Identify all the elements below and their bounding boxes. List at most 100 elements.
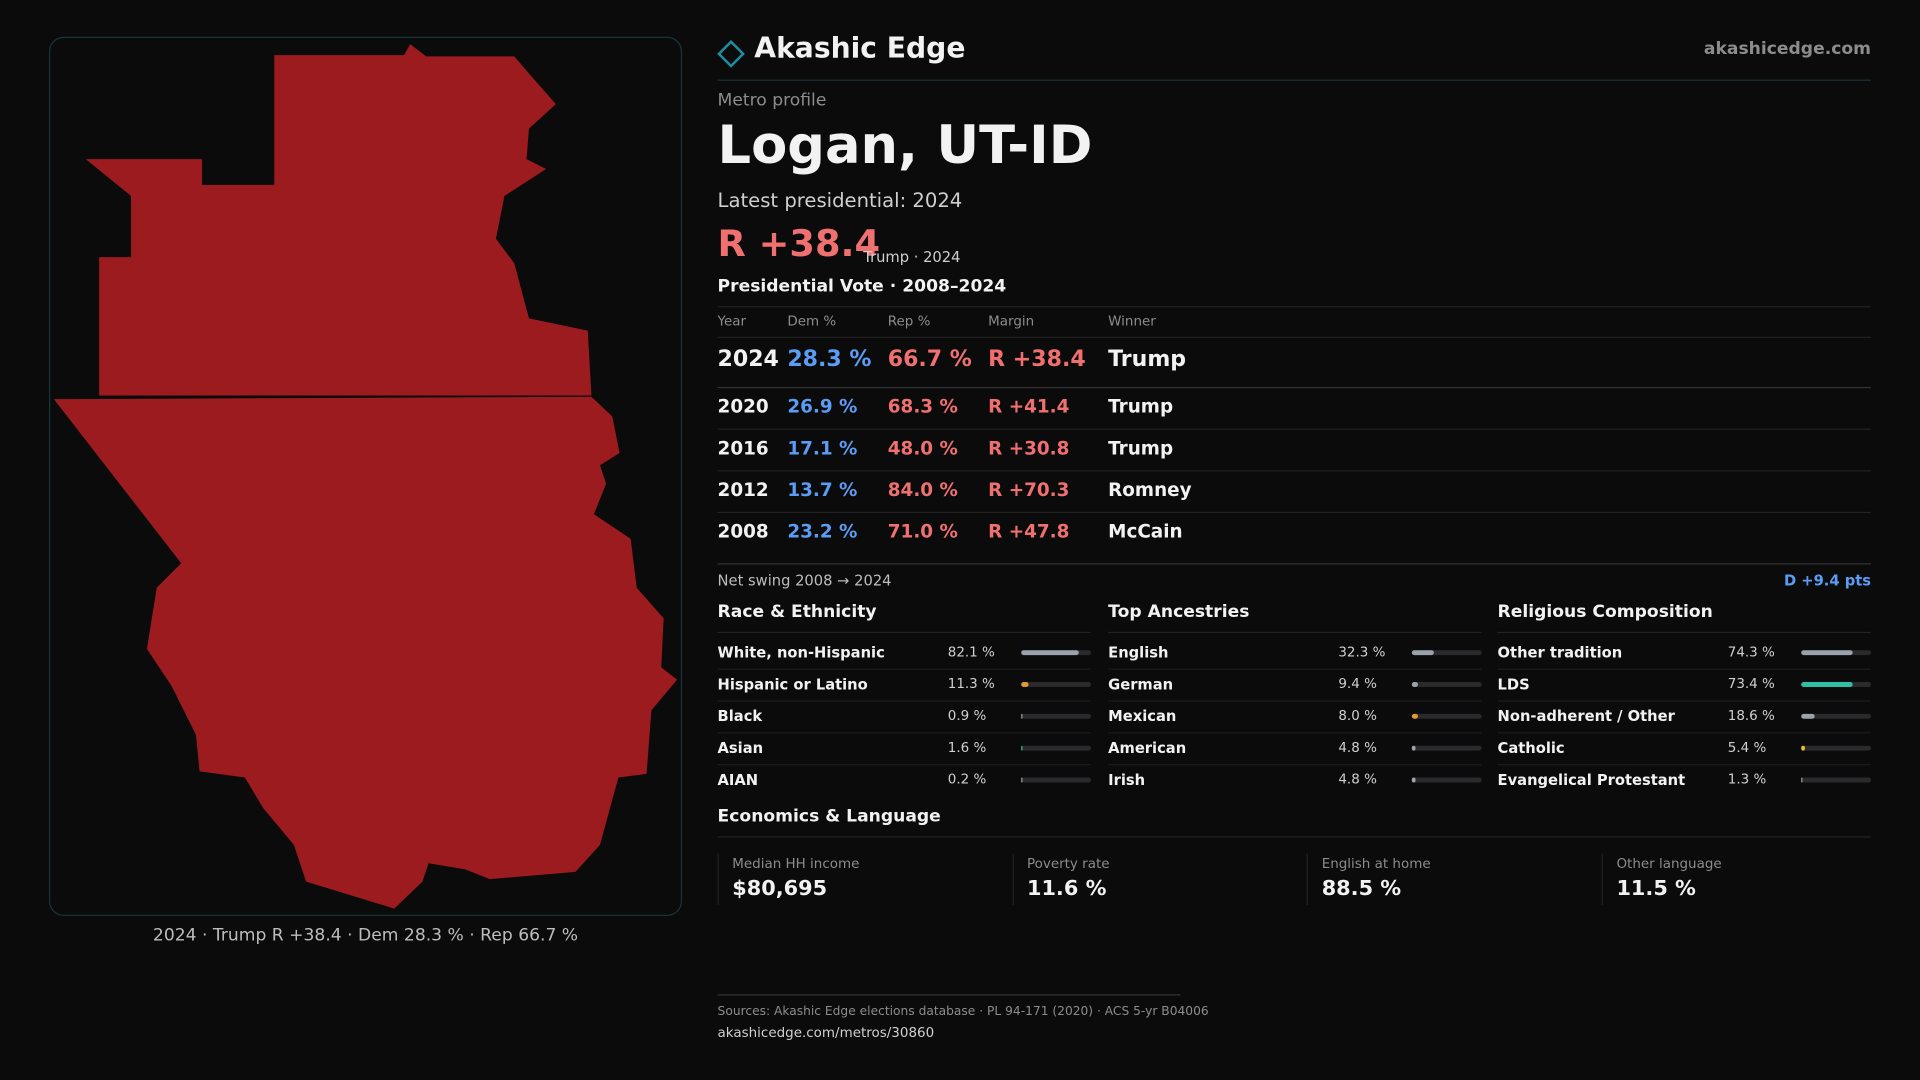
section-title: Top Ancestries: [1108, 602, 1250, 623]
bar-track: [1411, 713, 1482, 719]
table-cell: Trump: [1108, 436, 1174, 459]
card-label: Poverty rate: [1026, 855, 1110, 872]
column-header: Winner: [1108, 313, 1156, 330]
bar-track: [1021, 713, 1092, 719]
section-title: Religious Composition: [1497, 602, 1713, 623]
table-title: Presidential Vote · 2008–2024: [717, 276, 1007, 297]
latest-margin: R +38.4: [717, 222, 881, 266]
rule: [717, 732, 1092, 734]
demo-name: LDS: [1497, 675, 1530, 694]
bar-track: [1021, 777, 1092, 783]
map-caption: 2024 · Trump R +38.4 · Dem 28.3 % · Rep …: [152, 925, 579, 946]
rule: [717, 700, 1092, 702]
section-title: Race & Ethnicity: [717, 602, 877, 623]
table-cell: 2024: [717, 346, 779, 373]
bar-track: [1801, 745, 1872, 751]
rule: [1108, 700, 1482, 702]
demo-value: 32.3 %: [1338, 644, 1386, 661]
bar: [1411, 745, 1416, 751]
table-cell: Romney: [1108, 478, 1192, 501]
rule: [717, 511, 1872, 514]
rule: [717, 336, 1872, 338]
table-cell: R +38.4: [988, 346, 1086, 373]
demo-name: American: [1108, 739, 1187, 757]
demo-value: 18.6 %: [1727, 707, 1775, 724]
bar: [1021, 777, 1023, 783]
demo-value: 0.9 %: [947, 707, 987, 724]
card-value: 11.6 %: [1026, 876, 1107, 902]
rule: [717, 668, 1092, 670]
brand-name: Akashic Edge: [754, 33, 966, 65]
column-header: Dem %: [787, 313, 837, 330]
demo-name: AIAN: [717, 771, 759, 789]
bar: [1801, 713, 1815, 719]
bar-track: [1801, 777, 1872, 783]
card-border: [717, 853, 719, 905]
demo-value: 4.8 %: [1338, 739, 1377, 756]
bar: [1411, 777, 1416, 783]
kicker: Metro profile: [717, 90, 827, 111]
demo-name: Other tradition: [1497, 644, 1623, 662]
table-cell: 66.7 %: [887, 346, 972, 373]
bar-track: [1411, 777, 1482, 783]
demo-name: Hispanic or Latino: [717, 675, 868, 694]
column-header: Year: [717, 313, 747, 330]
bar: [1801, 682, 1853, 687]
bar-track: [1411, 682, 1482, 687]
rule: [717, 386, 1872, 389]
rule: [1108, 631, 1482, 634]
bar: [1021, 713, 1023, 719]
bar: [1801, 777, 1803, 783]
table-cell: Trump: [1108, 346, 1187, 373]
demo-value: 82.1 %: [947, 644, 995, 661]
bar-track: [1801, 713, 1872, 719]
brand-site[interactable]: akashicedge.com: [1703, 39, 1872, 59]
rule: [1497, 764, 1872, 766]
table-cell: R +47.8: [988, 520, 1070, 543]
card-value: 88.5 %: [1321, 876, 1402, 902]
table-cell: 2020: [717, 395, 769, 418]
demo-value: 5.4 %: [1727, 739, 1767, 756]
bar: [1411, 650, 1435, 656]
demo-value: 1.6 %: [947, 739, 987, 756]
bar: [1021, 682, 1030, 687]
table-cell: R +70.3: [988, 478, 1070, 501]
bar-track: [1021, 682, 1092, 687]
table-cell: R +30.8: [988, 436, 1070, 459]
footer-url[interactable]: akashicedge.com/metros/30860: [717, 1024, 935, 1041]
table-cell: 84.0 %: [887, 478, 958, 501]
demo-name: Catholic: [1497, 739, 1565, 757]
table-cell: 28.3 %: [787, 346, 872, 373]
table-cell: McCain: [1108, 520, 1183, 543]
table-cell: Trump: [1108, 395, 1174, 418]
swing-label: Net swing 2008 → 2024: [717, 571, 892, 589]
latest-note: Trump · 2024: [863, 248, 961, 266]
table-cell: 2012: [717, 478, 769, 501]
econ-title: Economics & Language: [717, 806, 941, 827]
county-north: [85, 44, 592, 396]
card-value: 11.5 %: [1616, 876, 1696, 902]
rule: [717, 631, 1092, 634]
demo-value: 0.2 %: [947, 771, 987, 788]
rule: [717, 764, 1092, 766]
demo-value: 73.4 %: [1727, 675, 1775, 692]
demo-name: Irish: [1108, 771, 1146, 789]
table-cell: 23.2 %: [787, 520, 858, 543]
demo-value: 9.4 %: [1338, 675, 1377, 692]
card-border: [1601, 853, 1603, 905]
rule: [717, 428, 1872, 430]
table-cell: R +41.4: [988, 395, 1070, 418]
card-label: Median HH income: [732, 855, 860, 872]
rule: [717, 836, 1872, 838]
demo-name: Evangelical Protestant: [1497, 771, 1686, 789]
map-panel: [48, 36, 683, 916]
table-cell: 2016: [717, 436, 769, 459]
demo-value: 74.3 %: [1727, 644, 1775, 661]
rule: [1497, 732, 1872, 734]
column-header: Rep %: [887, 313, 931, 330]
demo-value: 1.3 %: [1727, 771, 1767, 788]
rule: [1108, 668, 1482, 670]
card-border: [1012, 853, 1014, 905]
column-header: Margin: [988, 313, 1035, 330]
